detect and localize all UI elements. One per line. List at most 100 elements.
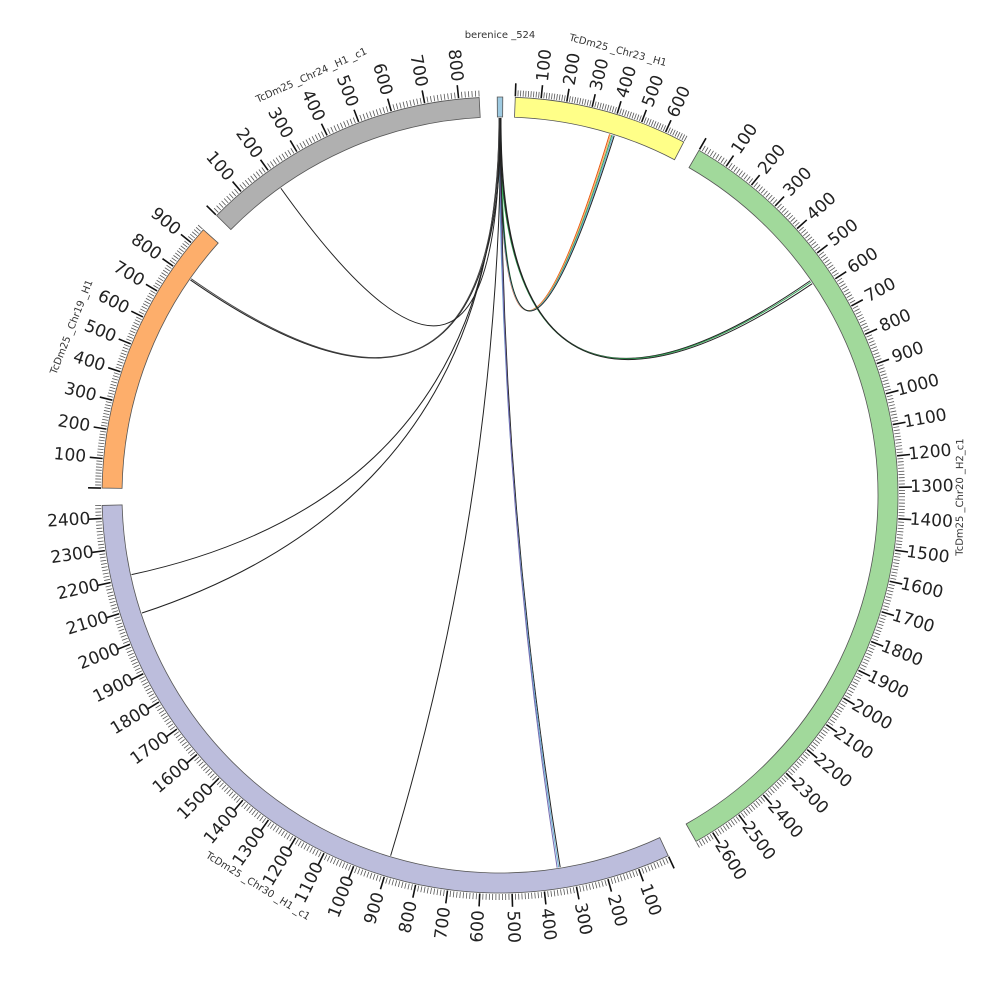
tick-minor: [158, 277, 164, 282]
tick-minor: [838, 280, 844, 285]
tick-minor: [569, 887, 572, 894]
tick-minor: [278, 828, 283, 835]
tick-minor: [890, 413, 897, 416]
tick-minor: [776, 781, 782, 787]
tick-minor: [563, 888, 566, 895]
tick-minor: [834, 711, 841, 716]
tick-minor: [760, 188, 766, 194]
tick-minor: [880, 614, 887, 617]
tick-minor: [897, 530, 904, 533]
tick-minor: [159, 274, 166, 279]
tick-minor: [619, 875, 623, 882]
tick-minor: [548, 93, 551, 100]
tick-minor: [807, 236, 813, 241]
tick-minor: [707, 835, 711, 842]
tick-minor: [246, 806, 251, 812]
tick-minor: [824, 726, 830, 731]
tick-minor: [731, 164, 736, 171]
tick-minor: [171, 257, 177, 262]
tick-minor: [120, 352, 127, 356]
tick-minor: [558, 94, 561, 101]
tick-label: 700: [406, 53, 432, 89]
tick-minor: [117, 360, 124, 364]
tick-minor: [626, 873, 629, 880]
tick-minor: [836, 277, 843, 282]
tick-minor: [896, 540, 903, 542]
tick-minor: [563, 95, 566, 102]
tick-minor: [770, 197, 775, 202]
tick-minor: [130, 658, 137, 662]
link-chr23: [499, 117, 615, 312]
tick-minor: [365, 112, 369, 119]
tick-minor: [836, 708, 843, 713]
link-chr20: [499, 117, 813, 361]
tick-minor: [115, 366, 122, 370]
tick-minor: [404, 882, 407, 889]
tick-label: 500: [81, 316, 119, 347]
tick-minor: [253, 173, 258, 179]
tick-minor: [346, 119, 350, 126]
tick-minor: [205, 768, 211, 774]
tick-minor: [606, 104, 610, 111]
tick-minor: [841, 700, 848, 705]
tick-label: 2300: [787, 774, 832, 818]
tick-major: [97, 581, 111, 587]
tick-minor: [115, 619, 122, 623]
tick-minor: [251, 810, 256, 816]
tick-minor: [862, 661, 869, 665]
tick-label: 2000: [76, 639, 124, 674]
tick-major: [118, 338, 132, 345]
tick-minor: [392, 104, 395, 111]
tick-minor: [311, 136, 316, 142]
tick-minor: [100, 559, 107, 562]
tick-minor: [655, 122, 659, 128]
tick-minor: [882, 608, 889, 611]
tick-minor: [426, 96, 429, 103]
tick-minor: [255, 171, 261, 177]
tick-minor: [740, 812, 746, 818]
tick-minor: [110, 383, 117, 387]
tick-major: [145, 283, 158, 292]
tick-minor: [647, 865, 651, 872]
tick-major: [379, 876, 386, 890]
tick-minor: [402, 101, 405, 108]
tick-minor: [173, 731, 180, 736]
tick-minor: [586, 99, 589, 106]
tick-minor: [378, 875, 382, 882]
tick-minor: [112, 375, 119, 378]
tick-minor: [841, 286, 848, 290]
tick-minor: [709, 834, 714, 840]
tick-major: [850, 299, 864, 307]
tick-minor: [158, 710, 165, 714]
tick-minor: [894, 556, 901, 558]
tick-minor: [707, 148, 712, 155]
tick-major: [99, 396, 113, 401]
tick-label: 1900: [90, 670, 138, 707]
tick-label: 1400: [200, 802, 243, 848]
tick-minor: [162, 715, 168, 720]
tick-minor: [259, 815, 264, 822]
tick-minor: [851, 684, 857, 688]
tick-minor: [409, 100, 412, 107]
tick-minor: [185, 746, 191, 752]
tick-minor: [854, 308, 860, 312]
tick-minor: [436, 889, 439, 896]
tick-major: [637, 868, 645, 882]
tick-minor: [599, 102, 602, 109]
tick-minor: [103, 575, 110, 578]
tick-minor: [604, 104, 607, 111]
tick-minor: [354, 867, 358, 874]
tick-major: [421, 90, 426, 104]
tick-minor: [134, 667, 141, 671]
tick-minor: [323, 854, 328, 861]
tick-label: 800: [395, 899, 421, 935]
tick-minor: [822, 256, 828, 261]
tick-minor: [676, 132, 681, 138]
tick-minor: [283, 832, 288, 838]
tick-minor: [566, 888, 569, 895]
tick-minor: [679, 133, 683, 139]
tick-minor: [315, 850, 319, 856]
tick-minor: [107, 392, 114, 395]
tick-minor: [790, 217, 796, 222]
tick-minor: [303, 843, 308, 850]
